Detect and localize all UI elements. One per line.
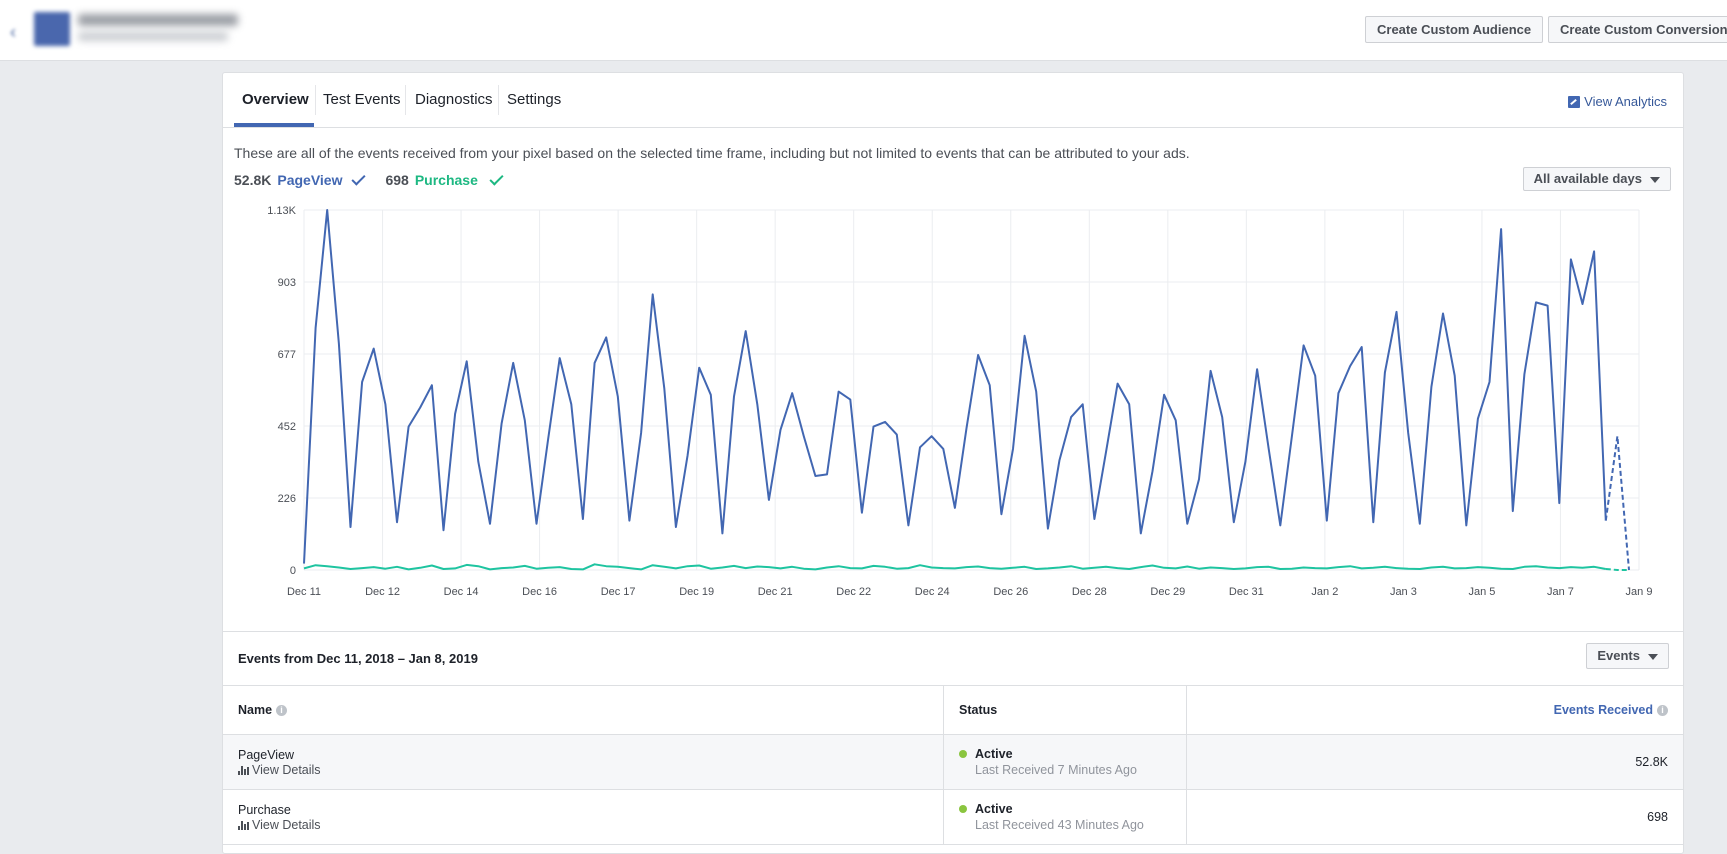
tab-divider (405, 85, 406, 115)
check-icon (489, 170, 504, 186)
tab-bar: Overview Test Events Diagnostics Setting… (223, 73, 1683, 128)
back-arrow-icon[interactable]: ‹ (10, 22, 16, 42)
x-tick-label: Jan 2 (1311, 586, 1338, 598)
tab-overview[interactable]: Overview (242, 91, 309, 108)
last-received: Last Received 7 Minutes Ago (975, 763, 1137, 777)
view-analytics-label: View Analytics (1584, 94, 1667, 109)
chart-description: These are all of the events received fro… (234, 145, 1190, 161)
create-custom-conversion-button[interactable]: Create Custom Conversion (1548, 16, 1727, 43)
x-tick-label: Jan 5 (1468, 586, 1495, 598)
view-details-label: View Details (252, 762, 321, 777)
x-tick-label: Dec 12 (365, 586, 400, 598)
events-table: Name i Status Events Received i PageView V… (223, 685, 1683, 845)
status-label: Active (975, 802, 1013, 816)
pixel-card: Overview Test Events Diagnostics Setting… (222, 72, 1684, 854)
table-row[interactable]: Purchase View Details Active Last Receiv… (223, 789, 1683, 845)
events-received-count: 698 (1186, 789, 1683, 845)
tab-diagnostics[interactable]: Diagnostics (415, 91, 493, 108)
timeframe-label: All available days (1533, 171, 1642, 186)
x-tick-label: Dec 31 (1229, 586, 1264, 598)
purchase-partial-line (1605, 568, 1629, 571)
x-tick-label: Jan 9 (1626, 586, 1653, 598)
y-tick-label: 903 (278, 277, 296, 289)
analytics-icon (1568, 95, 1581, 108)
x-tick-label: Dec 22 (836, 586, 871, 598)
x-tick-label: Dec 28 (1072, 586, 1107, 598)
chevron-down-icon (1650, 176, 1660, 183)
x-tick-label: Jan 7 (1547, 586, 1574, 598)
info-icon[interactable]: i (1657, 705, 1668, 717)
event-name: Purchase (238, 802, 291, 817)
x-tick-label: Dec 29 (1150, 586, 1185, 598)
tab-divider (498, 85, 499, 115)
tab-settings[interactable]: Settings (507, 91, 562, 108)
chart-legend: 52.8K PageView 698 Purchase (234, 170, 517, 188)
check-icon (351, 170, 367, 186)
timeframe-dropdown[interactable]: All available days (1522, 167, 1671, 191)
column-events-received-header[interactable]: Events Received i (1186, 685, 1683, 735)
status-cell: Active Last Received 43 Minutes Ago (959, 802, 1171, 832)
status-label: Active (975, 747, 1013, 761)
events-dropdown[interactable]: Events (1586, 643, 1669, 669)
info-icon[interactable]: i (276, 705, 288, 717)
x-tick-label: Dec 19 (679, 586, 714, 598)
bar-chart-icon (238, 820, 249, 830)
y-tick-label: 452 (278, 421, 296, 433)
x-tick-label: Jan 3 (1390, 586, 1417, 598)
events-dropdown-label: Events (1597, 648, 1640, 663)
tab-divider (315, 85, 316, 115)
view-analytics-link[interactable]: View Analytics (1568, 94, 1667, 109)
x-tick-label: Dec 11 (287, 586, 321, 598)
section-divider (223, 631, 1683, 632)
y-tick-label: 1.13K (267, 205, 296, 217)
events-range-title: Events from Dec 11, 2018 – Jan 8, 2019 (238, 651, 478, 666)
column-name-header[interactable]: Name i (223, 685, 944, 735)
view-details-label: View Details (252, 817, 321, 832)
last-received: Last Received 43 Minutes Ago (975, 818, 1144, 832)
column-status-header[interactable]: Status (943, 685, 1187, 735)
pixel-id-redacted (78, 32, 228, 41)
y-tick-label: 0 (290, 565, 296, 577)
purchase-series-line (303, 563, 1606, 571)
y-tick-label: 677 (278, 349, 296, 361)
events-line-chart: 0 226 452 677 903 1.13K Dec 11 Dec 12 Dec 14 Dec … (267, 205, 1653, 598)
pixel-name-redacted (78, 14, 238, 26)
view-details-link[interactable]: View Details (238, 818, 928, 832)
column-events-received-label: Events Received (1553, 703, 1653, 717)
chevron-down-icon (1648, 653, 1658, 660)
bar-chart-icon (238, 765, 249, 775)
column-status-label: Status (959, 703, 998, 717)
column-name-label: Name (238, 703, 273, 717)
x-tick-label: Dec 14 (444, 586, 479, 598)
x-tick-label: Dec 26 (993, 586, 1028, 598)
events-received-count: 52.8K (1186, 734, 1683, 790)
x-tick-label: Dec 17 (601, 586, 636, 598)
pageview-total: 52.8K (234, 172, 272, 188)
pixel-avatar (34, 12, 70, 46)
purchase-total: 698 (385, 172, 409, 188)
view-details-link[interactable]: View Details (238, 763, 928, 777)
pageview-toggle[interactable]: PageView (277, 172, 343, 188)
table-row[interactable]: PageView View Details Active Last Receiv… (223, 734, 1683, 790)
tab-test-events[interactable]: Test Events (323, 91, 401, 108)
create-custom-audience-button[interactable]: Create Custom Audience (1365, 16, 1544, 43)
pageview-partial-line (1604, 436, 1630, 571)
event-name: PageView (238, 747, 295, 762)
active-status-dot (959, 750, 967, 758)
x-tick-label: Dec 16 (522, 586, 557, 598)
top-bar: ‹ Create Custom Audience Create Custom C… (0, 0, 1727, 61)
pageview-series-line (303, 209, 1607, 564)
x-tick-label: Dec 21 (758, 586, 793, 598)
active-status-dot (959, 805, 967, 813)
status-cell: Active Last Received 7 Minutes Ago (959, 747, 1171, 777)
x-tick-label: Dec 24 (915, 586, 950, 598)
y-tick-label: 226 (278, 493, 296, 505)
purchase-toggle[interactable]: Purchase (414, 172, 478, 188)
active-tab-indicator (234, 123, 314, 127)
table-header-row: Name i Status Events Received i (223, 685, 1683, 735)
